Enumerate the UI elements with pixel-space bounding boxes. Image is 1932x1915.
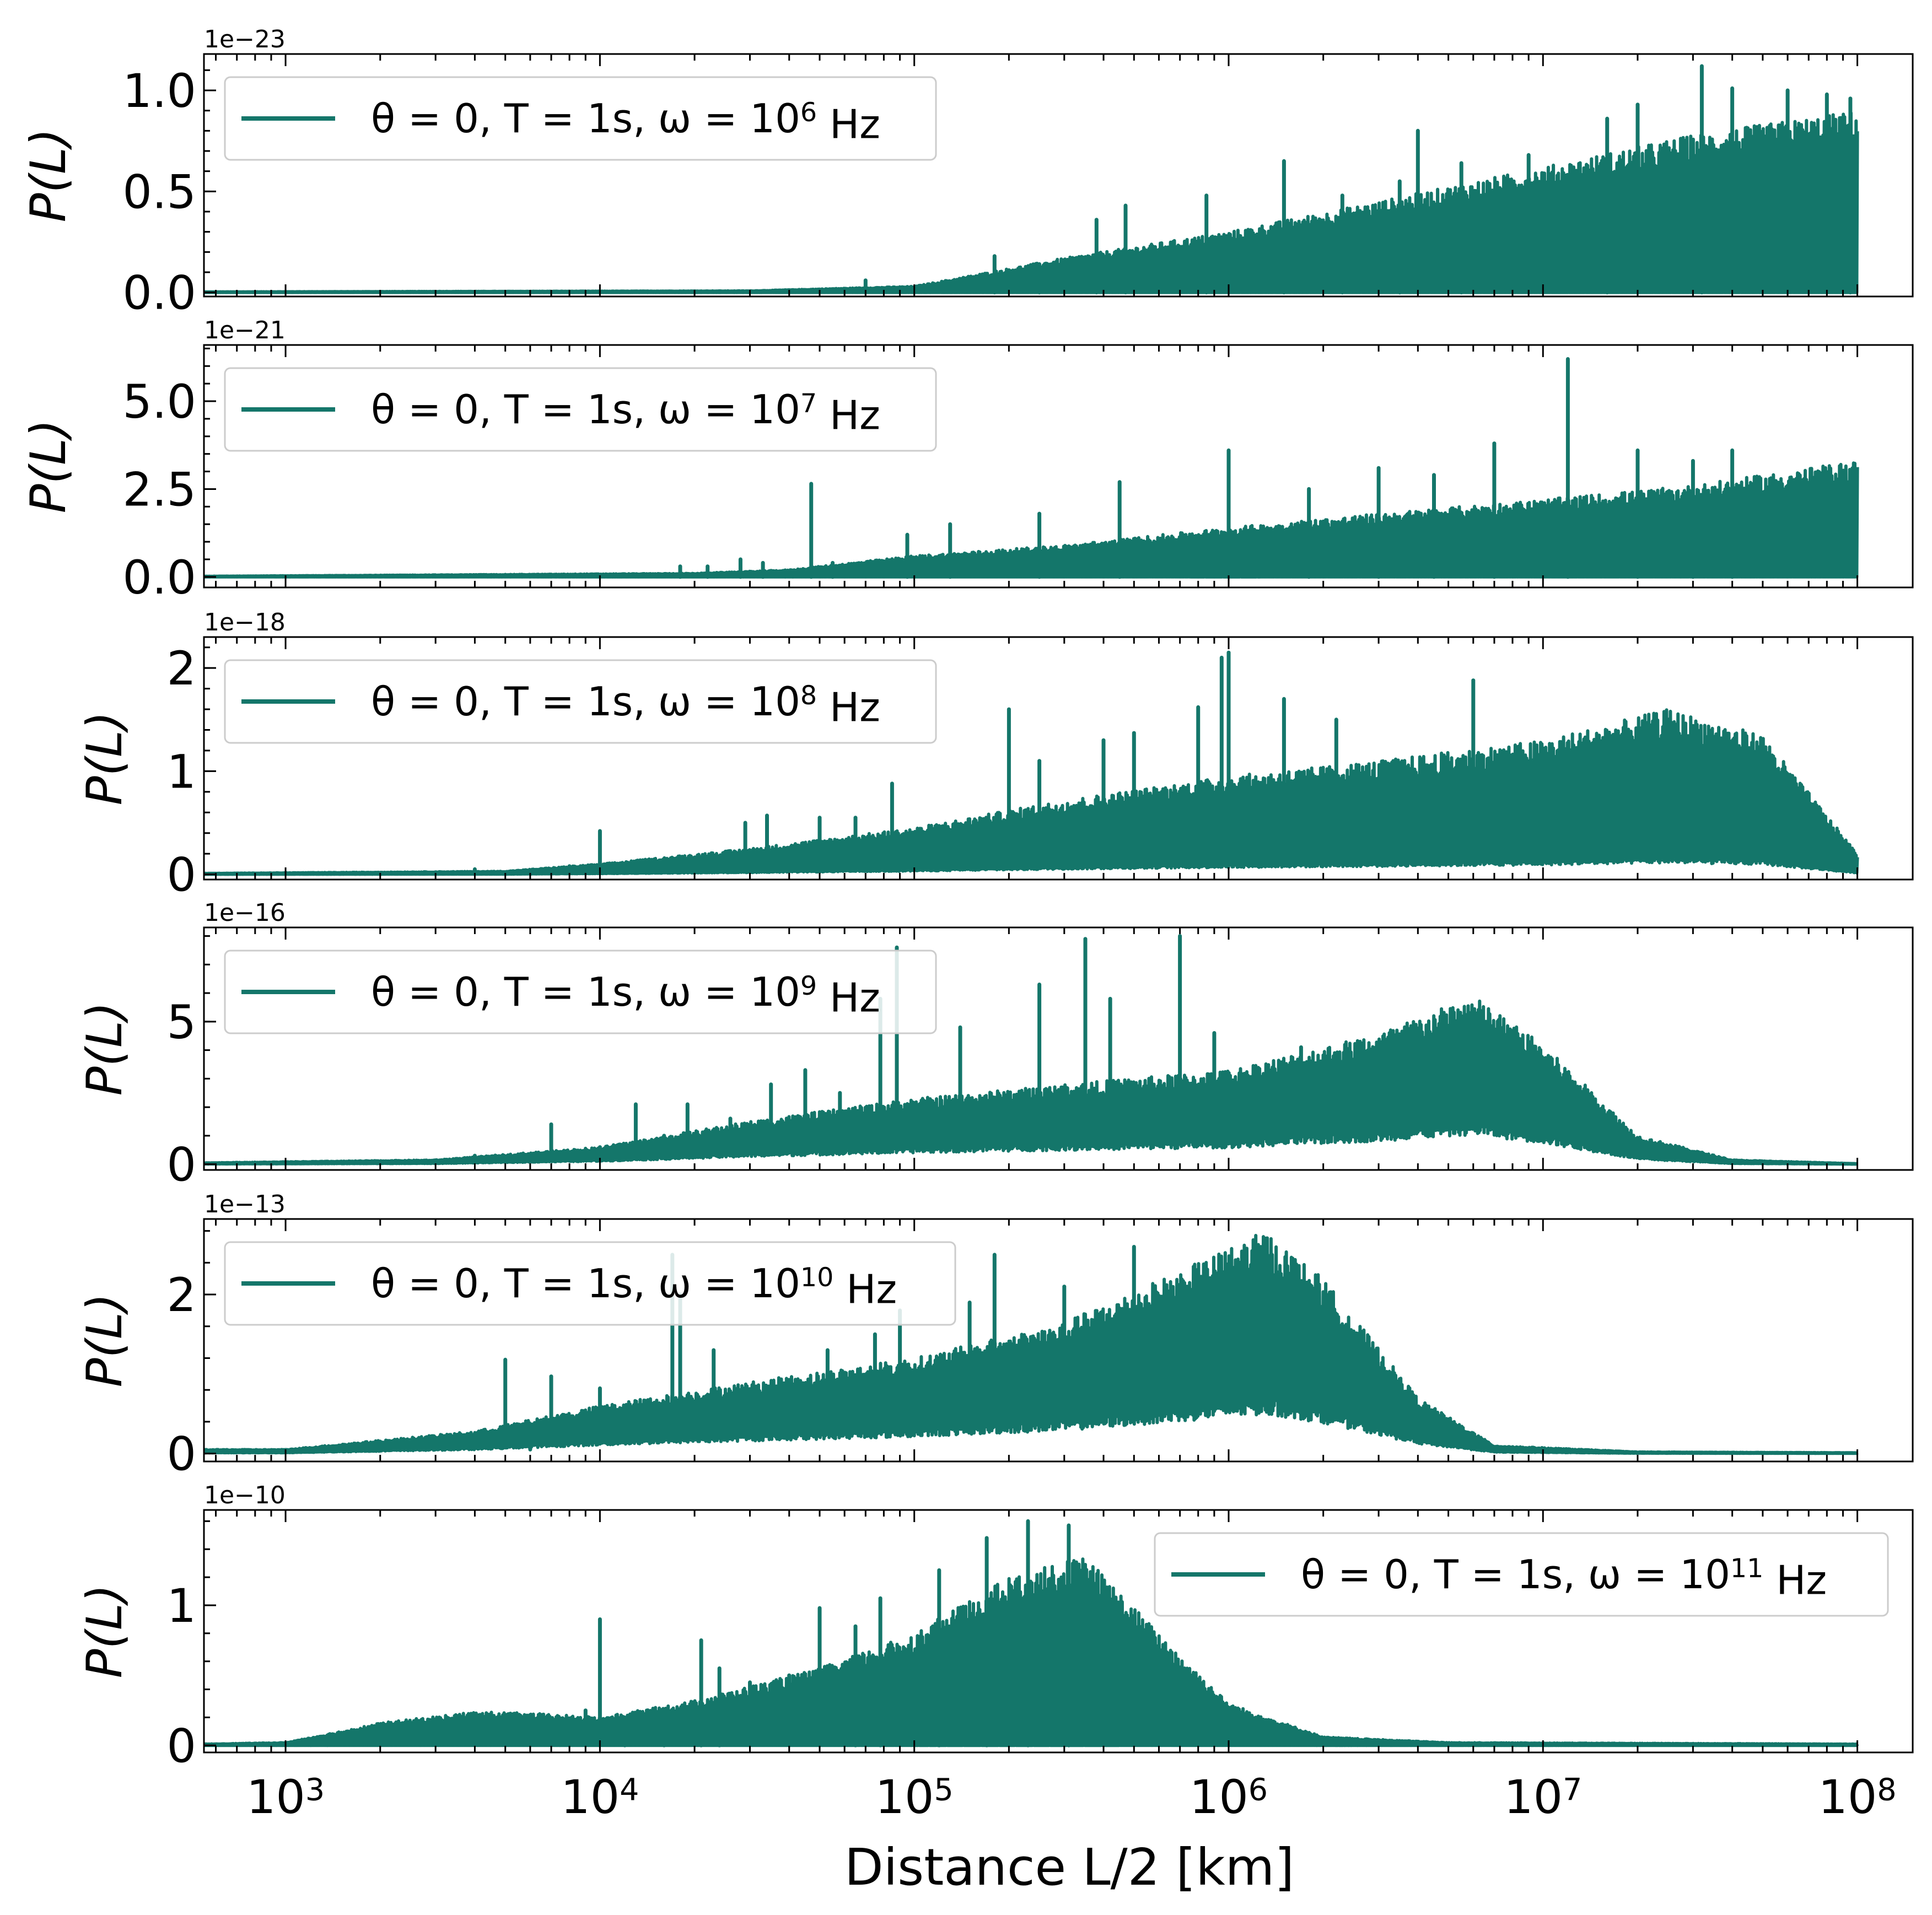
series-oscillation <box>204 1557 1859 1747</box>
series-oscillation <box>204 461 1859 579</box>
y-tick-label: 1.0 <box>122 64 196 118</box>
x-tick-label: 106 <box>1190 1770 1268 1824</box>
legend-box <box>1154 1532 1889 1617</box>
series-line <box>204 1519 1859 1747</box>
y-tick-label: 2.5 <box>122 462 196 516</box>
y-tick-label: 0 <box>167 1719 196 1773</box>
y-tick-label: 2 <box>167 1268 196 1322</box>
panel-6: 0 1 1e−10 P(L) θ = 0, T = 1s, ω = 1011 Hz <box>76 1481 1914 1773</box>
y-tick-label: 1 <box>167 745 196 799</box>
offset-text: 1e−18 <box>204 608 286 636</box>
y-tick-label: 0 <box>167 848 196 902</box>
axes-frame <box>203 926 1914 1171</box>
y-tick-label: 0.0 <box>122 266 196 320</box>
legend-box <box>224 76 937 161</box>
y-tick-label: 0 <box>167 1138 196 1192</box>
y-tick-label: 1 <box>167 1579 196 1633</box>
x-axis-label: Distance L/2 [km] <box>844 1838 1294 1897</box>
y-axis-label: P(L) <box>20 128 77 223</box>
y-axis-label: P(L) <box>76 1584 133 1679</box>
legend-box <box>224 367 937 452</box>
legend-label: θ = 0, T = 1s, ω = 106 Hz <box>371 95 880 147</box>
y-axis-label: P(L) <box>76 1293 133 1388</box>
legend: θ = 0, T = 1s, ω = 1011 Hz <box>1154 1532 1889 1617</box>
x-tick-label: 105 <box>875 1770 954 1824</box>
y-tick-label: 2 <box>167 641 196 695</box>
series-oscillation <box>204 999 1859 1166</box>
y-axis-label: P(L) <box>76 1002 133 1096</box>
legend-box <box>224 1241 956 1326</box>
y-tick-label: 0.0 <box>122 551 196 605</box>
legend-label: θ = 0, T = 1s, ω = 107 Hz <box>371 386 880 438</box>
series-line <box>204 650 1859 876</box>
offset-text: 1e−10 <box>204 1481 286 1509</box>
axes-frame <box>203 1509 1914 1754</box>
series-oscillation <box>204 708 1859 876</box>
legend-box <box>224 950 937 1034</box>
legend: θ = 0, T = 1s, ω = 107 Hz <box>224 367 937 452</box>
legend: θ = 0, T = 1s, ω = 106 Hz <box>224 76 937 161</box>
legend-label: θ = 0, T = 1s, ω = 108 Hz <box>371 678 880 730</box>
series-line <box>204 357 1859 579</box>
panels: 0.0 0.5 1.0 1e−23 P(L) θ = 0, T = 1s, ω = 106… <box>20 25 1914 1773</box>
x-tick-label: 103 <box>246 1770 325 1824</box>
y-tick-label: 5 <box>167 995 196 1049</box>
legend: θ = 0, T = 1s, ω = 108 Hz <box>224 659 937 744</box>
axes-frame <box>203 53 1914 298</box>
axes-frame <box>203 344 1914 589</box>
panel-3: 0 1 2 1e−18 P(L) θ = 0, T = 1s, ω = 108 Hz <box>76 608 1914 902</box>
legend-label: θ = 0, T = 1s, ω = 109 Hz <box>371 969 880 1021</box>
panel-2: 0.0 2.5 5.0 1e−21 P(L) θ = 0, T = 1s, ω = 107… <box>20 316 1914 605</box>
y-tick-label: 0.5 <box>122 165 196 219</box>
x-tick-labels: 103 104 105 106 107 108 <box>246 1770 1897 1824</box>
axes-frame <box>203 1218 1914 1463</box>
x-tick-label: 108 <box>1818 1770 1896 1824</box>
x-tick-label: 107 <box>1504 1770 1582 1824</box>
legend: θ = 0, T = 1s, ω = 1010 Hz <box>224 1241 956 1326</box>
panel-5: 0 2 1e−13 P(L) θ = 0, T = 1s, ω = 1010 Hz <box>76 1190 1914 1481</box>
series-oscillation <box>204 111 1859 294</box>
y-tick-label: 5.0 <box>122 375 196 429</box>
legend-box <box>224 659 937 744</box>
series-oscillation <box>204 1234 1859 1455</box>
legend-label: θ = 0, T = 1s, ω = 1010 Hz <box>371 1260 897 1312</box>
panel-1: 0.0 0.5 1.0 1e−23 P(L) θ = 0, T = 1s, ω = 106… <box>20 25 1914 320</box>
offset-text: 1e−13 <box>204 1190 286 1218</box>
y-axis-label: P(L) <box>20 419 77 514</box>
panel-4: 0 5 1e−16 P(L) θ = 0, T = 1s, ω = 109 Hz <box>76 899 1914 1192</box>
legend: θ = 0, T = 1s, ω = 109 Hz <box>224 950 937 1034</box>
series-line <box>204 64 1859 295</box>
axes-frame <box>203 636 1914 881</box>
offset-text: 1e−16 <box>204 899 286 927</box>
offset-text: 1e−21 <box>204 316 286 344</box>
y-axis-label: P(L) <box>76 711 133 806</box>
series-line <box>204 1234 1859 1455</box>
x-tick-label: 104 <box>561 1770 639 1824</box>
offset-text: 1e−23 <box>204 25 286 53</box>
y-tick-label: 0 <box>167 1427 196 1481</box>
legend-label: θ = 0, T = 1s, ω = 1011 Hz <box>1301 1551 1827 1603</box>
